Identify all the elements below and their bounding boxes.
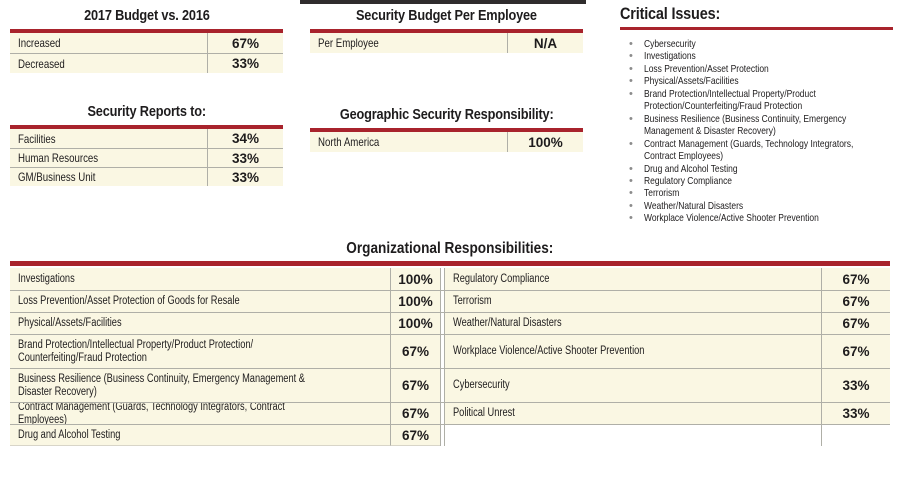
org-responsibilities-table: Organizational Responsibilities: Investi… [10, 240, 890, 446]
org-row-value: 33% [821, 402, 890, 424]
budget-table: 2017 Budget vs. 2016 Increased 67% Decre… [10, 6, 283, 73]
list-item: Cybersecurity [629, 38, 893, 51]
row-label: GM/Business Unit [18, 170, 96, 184]
list-item: Contract Management (Guards, Technology … [629, 138, 893, 163]
row-value: 33% [207, 168, 283, 186]
org-row-label: Political Unrest [445, 402, 821, 424]
geographic-table-title: Geographic Security Responsibility: [339, 106, 554, 123]
row-value: N/A [507, 33, 583, 53]
org-row-label: Weather/Natural Disasters [445, 312, 821, 334]
org-row-label: Loss Prevention/Asset Protection of Good… [10, 290, 390, 312]
org-row-label: Contract Management (Guards, Technology … [10, 402, 390, 424]
org-row-label: Business Resilience (Business Continuity… [10, 368, 390, 402]
list-item: Loss Prevention/Asset Protection [629, 63, 893, 76]
table-row: Decreased 33% [10, 53, 283, 73]
org-row-label-empty [445, 424, 821, 446]
table-row: Human Resources 33% [10, 148, 283, 167]
org-row-value: 67% [390, 334, 440, 368]
cropped-header-band [300, 0, 586, 4]
org-row-label: Drug and Alcohol Testing [10, 424, 390, 446]
budget-table-title: 2017 Budget vs. 2016 [83, 7, 210, 24]
row-label: Facilities [18, 131, 56, 146]
list-item: Brand Protection/Intellectual Property/P… [629, 88, 893, 113]
row-value: 33% [207, 54, 283, 73]
org-row-value: 67% [821, 268, 890, 290]
list-item: Drug and Alcohol Testing [629, 163, 893, 176]
red-rule [10, 29, 283, 33]
red-rule [10, 125, 283, 129]
per-employee-table: Security Budget Per Employee Per Employe… [310, 6, 583, 53]
org-row-label: Investigations [10, 268, 390, 290]
row-label: Per Employee [318, 36, 379, 50]
column-gap [440, 312, 445, 334]
column-gap [440, 334, 445, 368]
row-value: 100% [507, 132, 583, 152]
red-rule [10, 261, 890, 266]
org-row-value: 67% [390, 424, 440, 446]
table-row: North America 100% [310, 132, 583, 152]
red-rule [310, 29, 583, 33]
red-rule [620, 27, 893, 30]
org-row-label: Cybersecurity [445, 368, 821, 402]
org-row-value: 67% [821, 312, 890, 334]
table-row: Per Employee N/A [310, 33, 583, 53]
reports-to-table: Security Reports to: Facilities 34% Huma… [10, 102, 283, 186]
row-label: Human Resources [18, 151, 99, 165]
list-item: Business Resilience (Business Continuity… [629, 113, 893, 138]
row-label: Decreased [18, 56, 65, 71]
row-label: Increased [18, 36, 61, 50]
list-item: Weather/Natural Disasters [629, 200, 893, 213]
org-row-value: 67% [390, 402, 440, 424]
column-gap [440, 290, 445, 312]
org-row-value: 67% [821, 290, 890, 312]
red-rule [310, 128, 583, 132]
org-row-value: 100% [390, 312, 440, 334]
org-row-value-empty [821, 424, 890, 446]
row-value: 33% [207, 149, 283, 167]
column-gap [440, 368, 445, 402]
critical-issues-panel: Critical Issues: Cybersecurity Investiga… [620, 4, 893, 225]
org-responsibilities-title: Organizational Responsibilities: [346, 240, 554, 257]
table-row: Facilities 34% [10, 129, 283, 148]
row-label: North America [318, 135, 380, 149]
org-row-label: Workplace Violence/Active Shooter Preven… [445, 334, 821, 368]
reports-to-table-title: Security Reports to: [87, 103, 206, 120]
list-item: Regulatory Compliance [629, 175, 893, 188]
org-row-value: 100% [390, 268, 440, 290]
org-row-value: 67% [821, 334, 890, 368]
row-value: 34% [207, 129, 283, 148]
list-item: Workplace Violence/Active Shooter Preven… [629, 212, 893, 225]
org-row-value: 67% [390, 368, 440, 402]
org-row-value: 33% [821, 368, 890, 402]
list-item: Physical/Assets/Facilities [629, 75, 893, 88]
column-gap [440, 424, 445, 446]
org-row-label: Physical/Assets/Facilities [10, 312, 390, 334]
critical-issues-list: Cybersecurity Investigations Loss Preven… [620, 38, 893, 225]
list-item: Investigations [629, 50, 893, 63]
critical-issues-title: Critical Issues: [620, 4, 721, 23]
org-row-value: 100% [390, 290, 440, 312]
org-row-label: Terrorism [445, 290, 821, 312]
per-employee-table-title: Security Budget Per Employee [356, 7, 537, 24]
table-row: GM/Business Unit 33% [10, 167, 283, 186]
org-grid: Investigations 100% Regulatory Complianc… [10, 268, 890, 446]
table-row: Increased 67% [10, 33, 283, 53]
column-gap [440, 402, 445, 424]
org-row-label: Brand Protection/Intellectual Property/P… [10, 334, 390, 368]
column-gap [440, 268, 445, 290]
list-item: Terrorism [629, 187, 893, 200]
row-value: 67% [207, 33, 283, 53]
org-row-label: Regulatory Compliance [445, 268, 821, 290]
geographic-table: Geographic Security Responsibility: Nort… [310, 105, 583, 152]
